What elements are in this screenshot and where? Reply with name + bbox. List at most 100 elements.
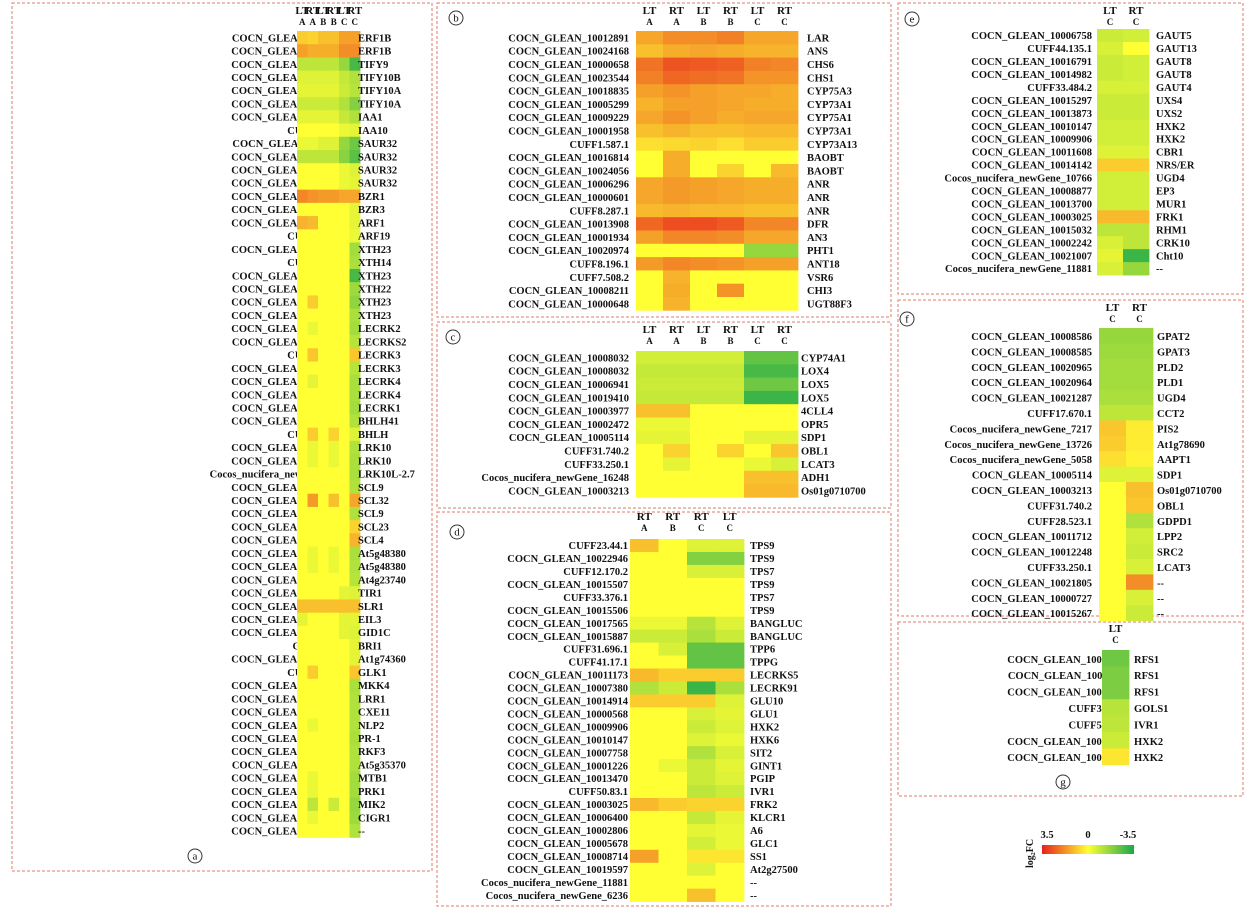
heatmap-cell [307, 110, 319, 124]
heatmap-cell [297, 559, 308, 574]
heatmap-cell [307, 573, 319, 587]
row-gene-label: GINT1 [750, 761, 782, 772]
heatmap-cell [328, 639, 340, 653]
row-gene-label: At5g48380 [358, 562, 406, 573]
heatmap-cell [1099, 605, 1127, 621]
heatmap-cell [636, 430, 664, 445]
heatmap-row: COCN_GLEAN_10010147 HXK2 [1007, 748, 1163, 766]
heatmap-cell [630, 720, 659, 734]
color-legend: 3.5 0 -3.5 log₂FC [1025, 830, 1136, 868]
heatmap-cell [1097, 262, 1124, 276]
heatmap-cell [297, 454, 308, 468]
heatmap-cell [349, 321, 361, 336]
heatmap-row: COCN_GLEAN_10021696 CIGR1 [231, 810, 391, 825]
heatmap-cell [307, 176, 319, 191]
heatmap-cell [636, 390, 664, 405]
heatmap-cell [744, 124, 772, 138]
heatmap-cell [297, 282, 308, 296]
row-id-label: CUFF33.376.1 [563, 593, 628, 604]
heatmap-cell [1099, 466, 1127, 483]
heatmap-cell [687, 836, 716, 851]
heatmap-cell [715, 551, 745, 566]
heatmap-cell [318, 57, 329, 72]
row-gene-label: HXK2 [1156, 122, 1185, 133]
panel-label-e: e [904, 11, 920, 27]
heatmap-cell [630, 810, 659, 825]
column-header-d-0: RT [637, 511, 653, 523]
column-subheader-d-1: B [670, 523, 676, 533]
row-id-label: COCN_GLEAN_10015267 [971, 609, 1092, 620]
row-id-label: COCN_GLEAN_10021099 [231, 298, 352, 309]
row-gene-label: GAUT5 [1156, 31, 1192, 42]
heatmap-cell [1099, 497, 1127, 514]
heatmap-cell [349, 387, 361, 402]
heatmap-row: COCN_GLEAN_10015032 RHM1 [971, 223, 1187, 237]
heatmap-cell [1099, 435, 1127, 452]
heatmap-row: COCN_GLEAN_10014512 TIFY10B [231, 70, 401, 85]
column-header-c-0: LT [643, 324, 657, 336]
row-gene-label: GID1C [358, 628, 391, 639]
row-id-label: COCN_GLEAN_10014982 [971, 70, 1092, 81]
heatmap-cell [349, 163, 361, 177]
row-id-label: COCN_GLEAN_10016519 [231, 192, 352, 203]
column-header-c-4: LT [751, 324, 765, 336]
row-id-label: COCN_GLEAN_10013779 [231, 417, 352, 428]
heatmap-row: COCN_GLEAN_10000648 UGT88F3 [508, 297, 852, 311]
heatmap-row: COCN_GLEAN_10003213 Os01g0710700 [971, 482, 1222, 498]
row-id-label: CUFF23.44.1 [569, 541, 629, 552]
heatmap-cell [690, 31, 718, 45]
heatmap-cell [318, 612, 329, 627]
panel-label-g: g [1055, 774, 1071, 790]
row-id-label: COCN_GLEAN_10013908 [508, 220, 629, 231]
heatmap-cell [339, 321, 350, 336]
row-id-label: COCN_GLEAN_10014946 [231, 218, 352, 229]
row-gene-label: OPR5 [801, 420, 828, 431]
row-id-label: COCN_GLEAN_10020974 [508, 246, 630, 257]
heatmap-cell [349, 824, 361, 838]
heatmap-cell [630, 836, 659, 851]
heatmap-cell [717, 164, 745, 178]
row-id-label: COCN_GLEAN_10001890 [231, 377, 352, 388]
row-id-label: CUFF31.696.1 [563, 645, 628, 656]
heatmap-cell [307, 652, 319, 666]
heatmap-cell [349, 268, 361, 283]
heatmap-row: COCN_GLEAN_10022487 RFS1 [1007, 650, 1159, 667]
row-gene-label: TPP6 [750, 645, 775, 656]
heatmap-cell [658, 888, 688, 902]
heatmap-cell [349, 520, 361, 534]
heatmap-row: COCN_GLEAN_10006318 SCL9 [231, 480, 384, 495]
row-gene-label: ANT18 [807, 259, 840, 270]
heatmap-row: COCN_GLEAN_10020843 SCL4 [231, 533, 384, 547]
heatmap-cell [339, 401, 350, 415]
heatmap-cell [744, 150, 772, 165]
heatmap-cell [717, 257, 745, 271]
row-id-label: Cocos_nucifera_newGene_13726 [944, 440, 1092, 451]
heatmap-cell [663, 217, 691, 231]
heatmap-cell [349, 189, 361, 204]
row-gene-label: TPS7 [750, 593, 775, 604]
row-gene-label: CHI3 [807, 286, 832, 297]
heatmap-cell [328, 520, 340, 534]
svg-text:a: a [193, 851, 198, 863]
row-gene-label: XTH22 [358, 284, 391, 295]
heatmap-cell [687, 875, 716, 890]
heatmap-cell [339, 612, 350, 627]
row-id-label: COCN_GLEAN_10019410 [508, 393, 629, 404]
heatmap-cell [744, 110, 772, 125]
heatmap-cell [1123, 171, 1150, 185]
row-id-label: COCN_GLEAN_10020274 [231, 774, 353, 785]
heatmap-cell [658, 707, 688, 721]
heatmap-cell [687, 862, 716, 877]
heatmap-cell [717, 377, 745, 392]
heatmap-cell [717, 124, 745, 138]
heatmap-cell [636, 283, 664, 298]
row-id-label: COCN_GLEAN_10019058 [231, 443, 352, 454]
row-id-label: COCN_GLEAN_10010147 [507, 735, 628, 746]
heatmap-cell [328, 308, 340, 323]
heatmap-cell [297, 718, 308, 733]
row-gene-label: UGT88F3 [807, 299, 852, 310]
heatmap-cell [687, 668, 716, 682]
heatmap-cell [349, 665, 361, 680]
heatmap-cell [318, 321, 329, 336]
row-gene-label: SDP1 [1157, 471, 1182, 482]
